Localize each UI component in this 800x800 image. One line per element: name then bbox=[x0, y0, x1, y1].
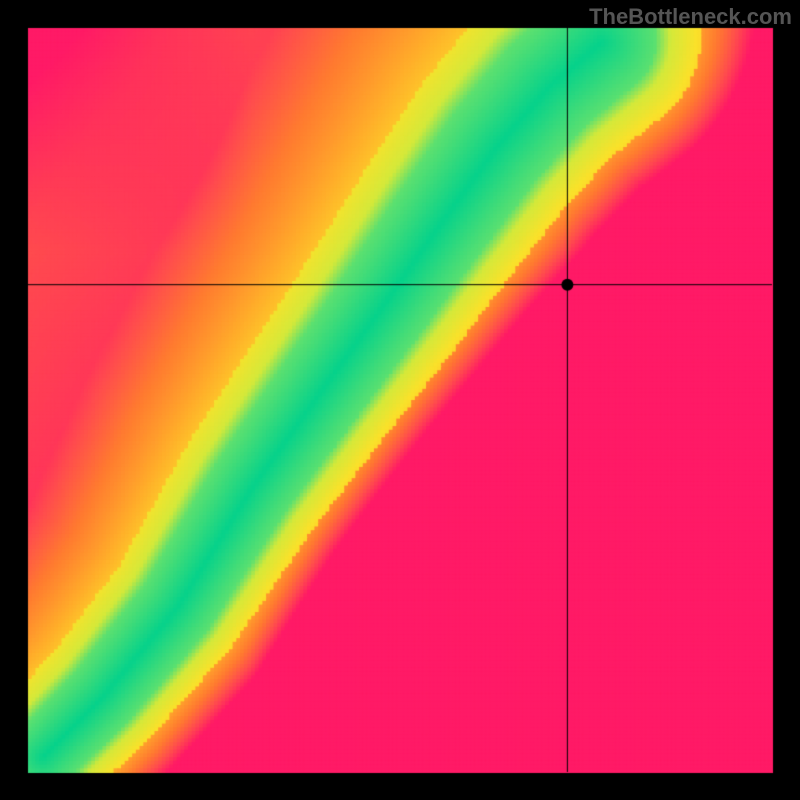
watermark-text: TheBottleneck.com bbox=[589, 4, 792, 30]
chart-container: TheBottleneck.com bbox=[0, 0, 800, 800]
heatmap-canvas bbox=[0, 0, 800, 800]
